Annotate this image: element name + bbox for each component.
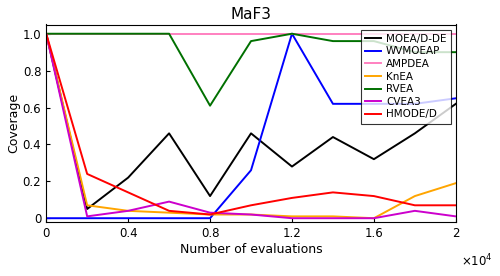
AMPDEA — [371, 32, 377, 35]
KnEA — [289, 215, 295, 218]
Text: $\times10^4$: $\times10^4$ — [462, 253, 493, 269]
Legend: MOEA/D-DE, WVMOEAP, AMPDEA, KnEA, RVEA, CVEA3, HMODE/D: MOEA/D-DE, WVMOEAP, AMPDEA, KnEA, RVEA, … — [361, 30, 450, 124]
CVEA3 — [248, 213, 254, 216]
RVEA — [84, 32, 90, 35]
WVMOEAP — [330, 102, 336, 105]
KnEA — [371, 217, 377, 220]
HMODE/D — [166, 209, 172, 213]
WVMOEAP — [43, 217, 49, 220]
HMODE/D — [43, 32, 49, 35]
CVEA3 — [166, 200, 172, 203]
AMPDEA — [248, 32, 254, 35]
MOEA/D-DE — [248, 132, 254, 135]
Line: HMODE/D: HMODE/D — [46, 34, 456, 214]
HMODE/D — [125, 191, 131, 194]
RVEA — [207, 104, 213, 107]
AMPDEA — [453, 32, 459, 35]
CVEA3 — [412, 209, 418, 213]
KnEA — [43, 32, 49, 35]
CVEA3 — [289, 217, 295, 220]
MOEA/D-DE — [43, 32, 49, 35]
MOEA/D-DE — [125, 176, 131, 179]
Line: WVMOEAP: WVMOEAP — [46, 34, 456, 218]
Title: MaF3: MaF3 — [230, 7, 272, 22]
AMPDEA — [166, 32, 172, 35]
CVEA3 — [371, 217, 377, 220]
KnEA — [330, 215, 336, 218]
HMODE/D — [330, 191, 336, 194]
WVMOEAP — [289, 32, 295, 35]
MOEA/D-DE — [289, 165, 295, 168]
WVMOEAP — [412, 102, 418, 105]
KnEA — [125, 209, 131, 213]
KnEA — [84, 204, 90, 207]
MOEA/D-DE — [453, 102, 459, 105]
KnEA — [453, 182, 459, 185]
WVMOEAP — [371, 102, 377, 105]
HMODE/D — [371, 194, 377, 198]
HMODE/D — [84, 172, 90, 176]
MOEA/D-DE — [412, 132, 418, 135]
RVEA — [371, 39, 377, 43]
KnEA — [207, 213, 213, 216]
RVEA — [289, 32, 295, 35]
RVEA — [248, 39, 254, 43]
AMPDEA — [330, 32, 336, 35]
CVEA3 — [43, 32, 49, 35]
HMODE/D — [248, 204, 254, 207]
MOEA/D-DE — [166, 132, 172, 135]
CVEA3 — [330, 217, 336, 220]
WVMOEAP — [248, 169, 254, 172]
RVEA — [453, 51, 459, 54]
RVEA — [166, 32, 172, 35]
WVMOEAP — [166, 217, 172, 220]
KnEA — [412, 194, 418, 198]
KnEA — [248, 213, 254, 216]
AMPDEA — [207, 32, 213, 35]
Y-axis label: Coverage: Coverage — [7, 93, 20, 153]
CVEA3 — [453, 215, 459, 218]
AMPDEA — [43, 32, 49, 35]
KnEA — [166, 211, 172, 214]
WVMOEAP — [207, 217, 213, 220]
HMODE/D — [453, 204, 459, 207]
AMPDEA — [125, 32, 131, 35]
CVEA3 — [84, 215, 90, 218]
MOEA/D-DE — [84, 207, 90, 211]
RVEA — [412, 51, 418, 54]
Line: RVEA: RVEA — [46, 34, 456, 106]
MOEA/D-DE — [371, 158, 377, 161]
AMPDEA — [289, 32, 295, 35]
Line: CVEA3: CVEA3 — [46, 34, 456, 218]
CVEA3 — [207, 211, 213, 214]
AMPDEA — [412, 32, 418, 35]
HMODE/D — [412, 204, 418, 207]
RVEA — [330, 39, 336, 43]
HMODE/D — [207, 213, 213, 216]
CVEA3 — [125, 209, 131, 213]
WVMOEAP — [84, 217, 90, 220]
RVEA — [43, 32, 49, 35]
AMPDEA — [84, 32, 90, 35]
HMODE/D — [289, 196, 295, 200]
Line: KnEA: KnEA — [46, 34, 456, 218]
MOEA/D-DE — [207, 194, 213, 198]
RVEA — [125, 32, 131, 35]
Line: MOEA/D-DE: MOEA/D-DE — [46, 34, 456, 209]
MOEA/D-DE — [330, 136, 336, 139]
WVMOEAP — [125, 217, 131, 220]
WVMOEAP — [453, 97, 459, 100]
X-axis label: Number of evaluations: Number of evaluations — [180, 243, 322, 256]
